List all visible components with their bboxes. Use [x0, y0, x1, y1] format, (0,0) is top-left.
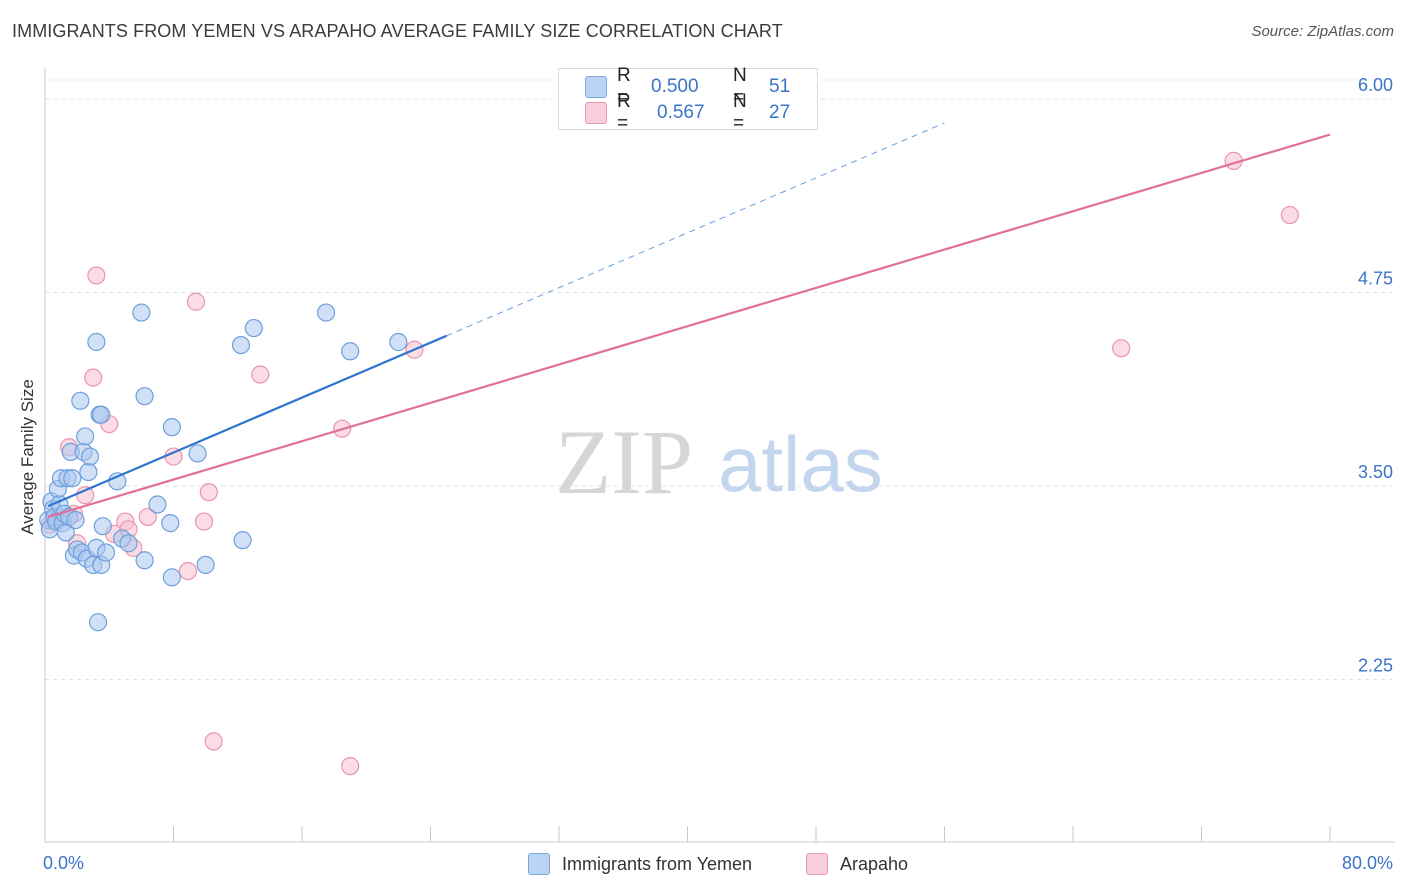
yemen-point	[233, 531, 252, 550]
arapaho-point	[199, 483, 218, 502]
arapaho-point	[194, 512, 214, 531]
yemen-point	[88, 613, 108, 632]
yemen-point	[196, 555, 215, 575]
x-tick-labels: 0.0% 80.0%	[43, 853, 1393, 873]
arapaho-legend-swatch-icon	[806, 853, 828, 875]
arapaho-point	[1280, 205, 1299, 225]
yemen-point	[316, 303, 336, 322]
yemen-point	[96, 543, 116, 562]
source-label: Source: ZipAtlas.com	[1251, 23, 1394, 40]
chart-title: IMMIGRANTS FROM YEMEN VS ARAPAHO AVERAGE…	[12, 21, 783, 41]
yemen-point	[71, 391, 90, 410]
y-tick-label: 4.75	[1358, 268, 1393, 288]
r-value: 0.567	[657, 102, 705, 123]
watermark-zip: ZIP	[555, 411, 693, 513]
arapaho-point	[84, 368, 103, 387]
arapaho-trend-line	[47, 133, 1331, 518]
yemen-point	[231, 335, 251, 355]
yemen-point	[162, 418, 181, 437]
yemen-point	[87, 332, 106, 352]
yemen-point	[135, 387, 154, 406]
n-value: 51	[769, 76, 791, 97]
y-tick-label: 6.00	[1358, 75, 1393, 95]
trend-lines	[47, 122, 1331, 518]
arapaho-point	[204, 732, 223, 751]
yemen-point	[66, 510, 85, 530]
yemen-points	[39, 303, 408, 632]
yemen-legend-swatch-icon	[528, 853, 550, 875]
arapaho-point	[186, 292, 206, 311]
yemen-trend-line	[47, 334, 447, 508]
yemen-point	[188, 444, 207, 463]
legend-label: Arapaho	[840, 853, 909, 874]
yemen-point	[244, 318, 263, 338]
watermark: ZIP atlas	[555, 411, 883, 513]
yemen-point	[161, 514, 180, 533]
yemen-point	[119, 534, 138, 553]
n-value: 27	[769, 102, 791, 123]
yemen-point	[341, 342, 360, 361]
yemen-point	[132, 303, 151, 322]
legend-item-arapaho[interactable]: Arapaho	[806, 852, 908, 876]
y-tick-label: 2.25	[1358, 655, 1393, 675]
yemen-point	[93, 517, 112, 536]
stats-legend: R = 0.500 N = 51 R = 0.567 N = 27	[558, 65, 818, 134]
arapaho-point	[87, 266, 106, 285]
axes	[44, 68, 1395, 843]
yemen-point	[92, 405, 111, 424]
x-tick-label-max: 80.0%	[1342, 853, 1393, 873]
yemen-point	[80, 447, 100, 466]
yemen-point	[76, 427, 95, 446]
n-label: N =	[733, 91, 747, 134]
yemen-point	[135, 551, 154, 570]
y-tick-label: 3.50	[1358, 462, 1393, 482]
r-value: 0.500	[651, 76, 699, 97]
yemen-swatch-icon	[585, 76, 607, 98]
r-label: R =	[617, 65, 631, 108]
yemen-point	[79, 462, 98, 482]
arapaho-point	[138, 507, 157, 527]
yemen-point	[63, 469, 82, 488]
arapaho-point	[341, 757, 360, 776]
x-tick-label-min: 0.0%	[43, 853, 84, 873]
arapaho-point	[1112, 339, 1131, 358]
gridlines	[45, 79, 1395, 680]
arapaho-point	[251, 365, 270, 384]
yemen-point	[162, 568, 181, 587]
yemen-point	[148, 495, 167, 514]
n-label: N =	[733, 65, 747, 108]
y-axis-title: Average Family Size	[18, 379, 37, 535]
y-tick-labels: 2.25 3.50 4.75 6.00	[1358, 75, 1393, 676]
watermark-atlas: atlas	[718, 420, 883, 508]
arapaho-point	[178, 561, 198, 581]
legend-label: Immigrants from Yemen	[562, 853, 753, 874]
yemen-point	[389, 332, 408, 352]
yemen-trend-extension	[446, 122, 945, 337]
arapaho-swatch-icon	[585, 102, 607, 124]
legend-item-yemen[interactable]: Immigrants from Yemen	[528, 852, 752, 876]
r-label: R =	[617, 91, 631, 134]
